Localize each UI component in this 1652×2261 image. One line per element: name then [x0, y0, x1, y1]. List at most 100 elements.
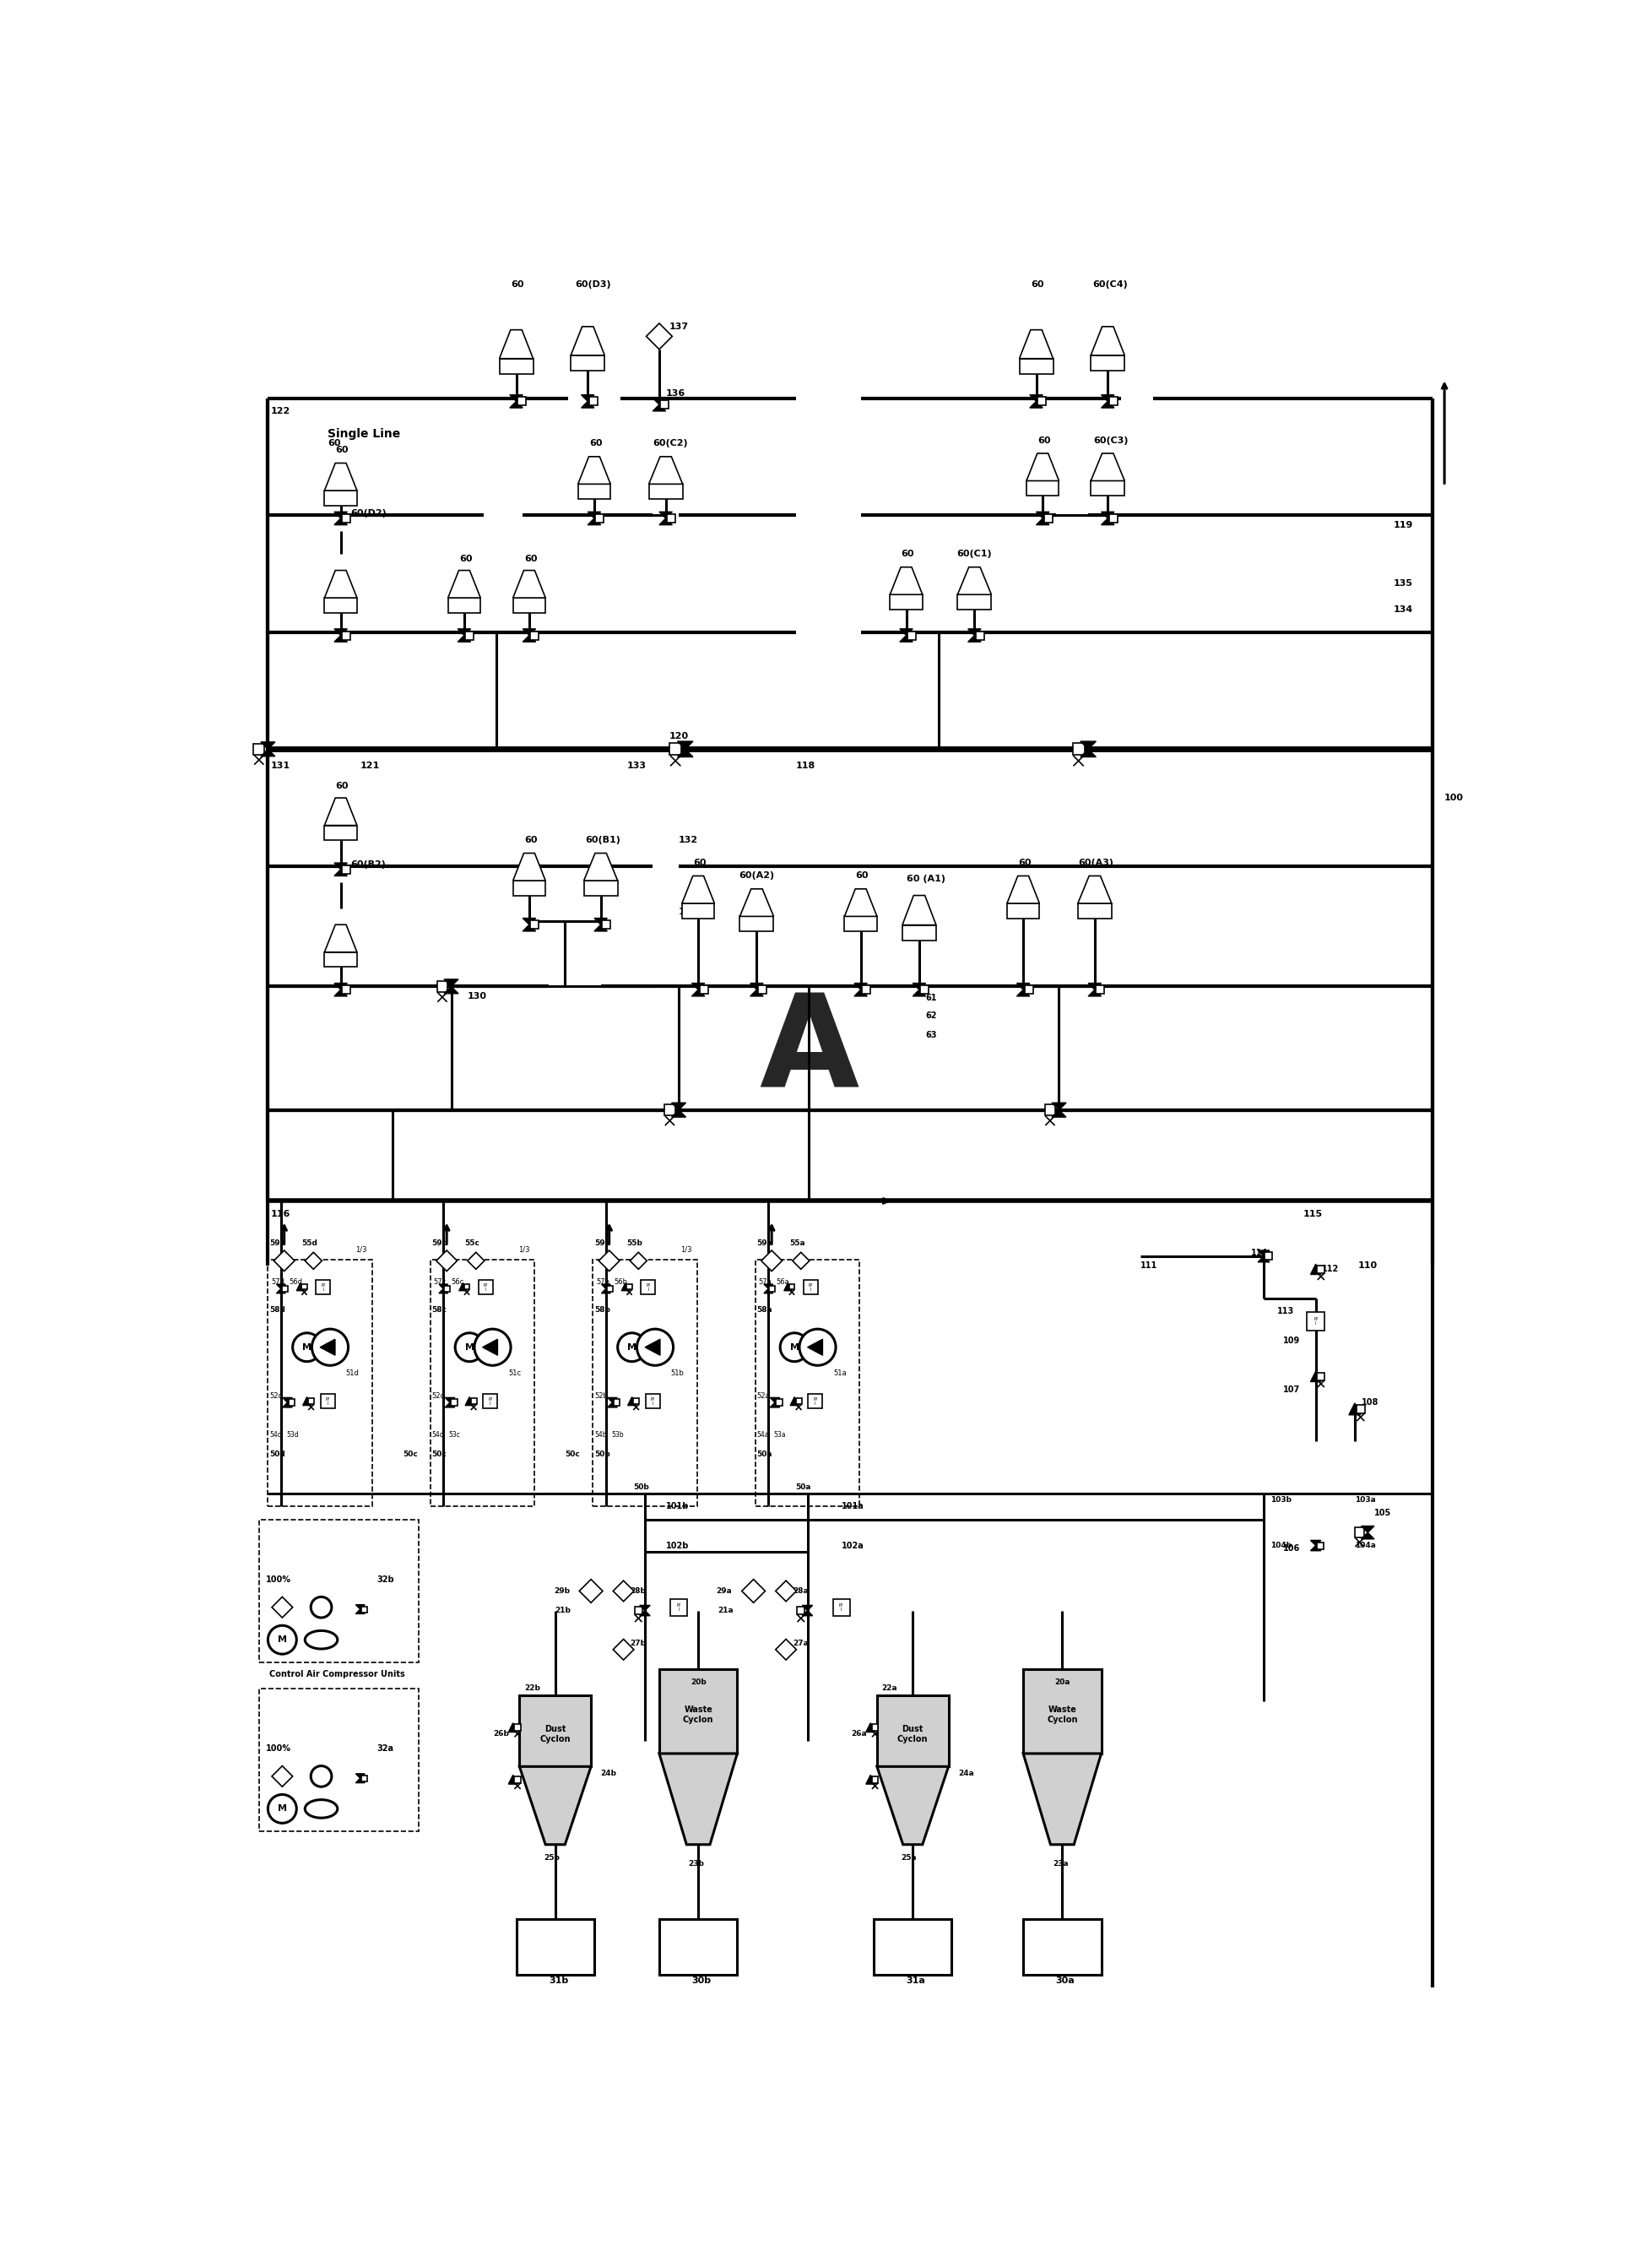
Text: 60: 60	[900, 549, 914, 558]
Polygon shape	[1026, 454, 1059, 482]
Text: P/
i: P/ i	[1313, 1316, 1317, 1325]
Polygon shape	[613, 1580, 634, 1601]
Polygon shape	[282, 1402, 292, 1406]
Polygon shape	[775, 1639, 796, 1660]
Bar	[633, 1397, 639, 1404]
Text: 103a: 103a	[1355, 1497, 1374, 1504]
Text: 60: 60	[510, 280, 524, 289]
Text: 29a: 29a	[715, 1587, 732, 1594]
Bar	[512, 880, 545, 895]
Polygon shape	[899, 635, 912, 642]
Polygon shape	[459, 1282, 466, 1291]
Polygon shape	[519, 1766, 591, 1845]
Ellipse shape	[306, 1800, 337, 1818]
Text: 1/3: 1/3	[355, 1246, 367, 1253]
Polygon shape	[653, 405, 666, 412]
Bar	[479, 1280, 492, 1296]
Text: 21b: 21b	[555, 1608, 572, 1614]
Text: 26b: 26b	[494, 1730, 509, 1739]
Text: 60(B1): 60(B1)	[585, 837, 620, 843]
Bar	[768, 1287, 775, 1291]
Text: 60: 60	[692, 859, 705, 868]
Text: 60(B2): 60(B2)	[350, 859, 385, 868]
Polygon shape	[522, 629, 535, 635]
Polygon shape	[770, 1402, 780, 1406]
Polygon shape	[750, 984, 763, 990]
Polygon shape	[512, 852, 545, 880]
Text: 60: 60	[1018, 859, 1031, 868]
Text: 59b: 59b	[595, 1239, 610, 1248]
Polygon shape	[1087, 990, 1100, 997]
Polygon shape	[912, 990, 925, 997]
Polygon shape	[854, 990, 867, 997]
Bar	[514, 1777, 520, 1782]
Bar	[1023, 1920, 1100, 1974]
Circle shape	[636, 1329, 672, 1366]
Bar	[316, 1280, 330, 1296]
Text: 50c: 50c	[565, 1452, 580, 1458]
Polygon shape	[296, 1282, 304, 1291]
Polygon shape	[653, 398, 666, 405]
Text: 57d: 57d	[271, 1277, 284, 1287]
Polygon shape	[302, 1397, 311, 1406]
Bar	[1356, 1404, 1365, 1413]
Text: 55a: 55a	[788, 1239, 805, 1248]
Polygon shape	[522, 918, 535, 925]
Polygon shape	[639, 1605, 649, 1610]
Polygon shape	[578, 457, 610, 484]
Polygon shape	[444, 1402, 454, 1406]
Text: 30b: 30b	[692, 1976, 710, 1985]
Text: 24a: 24a	[958, 1770, 973, 1777]
Polygon shape	[1051, 1103, 1066, 1110]
Text: 22b: 22b	[524, 1684, 540, 1691]
Text: 56d: 56d	[289, 1277, 302, 1287]
Text: 53c: 53c	[448, 1431, 461, 1438]
Circle shape	[292, 1334, 320, 1361]
Polygon shape	[439, 1289, 448, 1293]
Text: 60: 60	[335, 782, 349, 791]
Bar	[307, 1397, 314, 1404]
Bar	[601, 920, 610, 929]
Text: 50a: 50a	[757, 1452, 771, 1458]
Text: 31b: 31b	[548, 1976, 568, 1985]
Text: 136: 136	[666, 389, 686, 398]
Polygon shape	[324, 798, 357, 825]
Polygon shape	[608, 1402, 616, 1406]
Polygon shape	[1100, 396, 1113, 402]
Bar	[874, 1920, 952, 1974]
Polygon shape	[677, 742, 692, 748]
Polygon shape	[1029, 402, 1042, 407]
Text: 23b: 23b	[689, 1861, 704, 1868]
Text: 50a: 50a	[795, 1483, 811, 1490]
Bar	[975, 631, 983, 640]
Bar	[593, 1259, 697, 1506]
Polygon shape	[889, 568, 922, 595]
Bar	[464, 1284, 469, 1289]
Text: 28b: 28b	[629, 1587, 646, 1594]
Polygon shape	[334, 864, 347, 870]
Text: 1/3: 1/3	[681, 1246, 692, 1253]
Bar	[517, 398, 525, 405]
Bar	[659, 1920, 737, 1974]
Polygon shape	[677, 748, 692, 757]
Text: 58d: 58d	[269, 1307, 286, 1314]
Polygon shape	[682, 875, 714, 904]
Bar	[699, 986, 707, 995]
Text: 107: 107	[1282, 1386, 1300, 1393]
Text: 59a: 59a	[757, 1239, 771, 1248]
Bar	[324, 491, 357, 506]
Text: 55d: 55d	[302, 1239, 317, 1248]
Circle shape	[312, 1329, 349, 1366]
Circle shape	[800, 1329, 836, 1366]
Polygon shape	[444, 979, 458, 986]
Text: 53b: 53b	[611, 1431, 623, 1438]
Bar	[669, 744, 681, 755]
Polygon shape	[509, 1723, 517, 1732]
Text: 114: 114	[1251, 1248, 1267, 1257]
Text: 27b: 27b	[629, 1639, 646, 1646]
Polygon shape	[334, 629, 347, 635]
Text: 134: 134	[1393, 606, 1412, 613]
Polygon shape	[355, 1610, 365, 1614]
Polygon shape	[439, 1284, 448, 1289]
Bar	[957, 595, 991, 610]
